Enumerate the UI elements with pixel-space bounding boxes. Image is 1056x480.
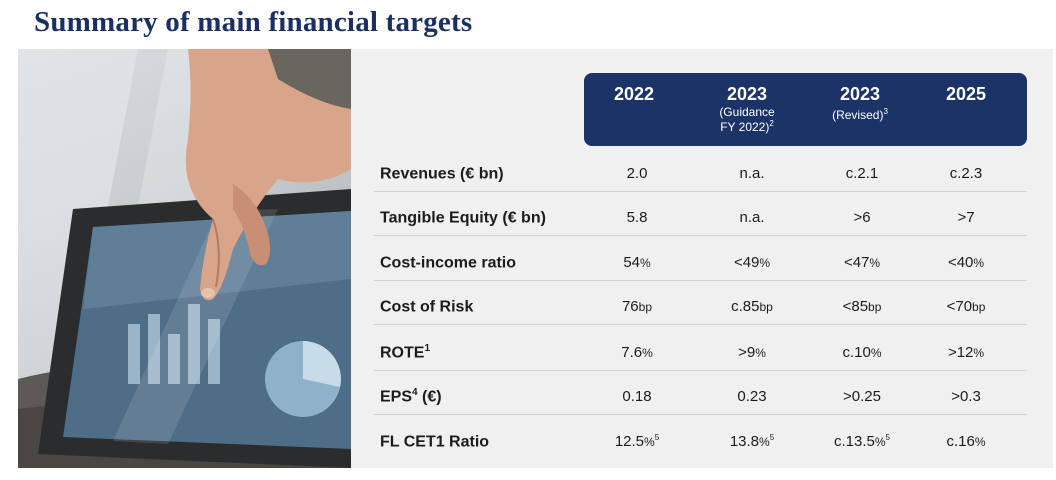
table-cell: c.85bp: [731, 298, 773, 315]
row-label: Tangible Equity (€ bn): [380, 209, 546, 227]
row-label: Revenues (€ bn): [380, 165, 504, 183]
table-cell: >6: [853, 209, 871, 226]
row-divider: [374, 235, 1027, 236]
table-cell: c.2.1: [845, 165, 879, 182]
table-cell: <49%: [733, 254, 771, 271]
table-cell: >12%: [947, 344, 985, 361]
col-head-2023-revised: 2023 (Revised)3: [832, 84, 888, 122]
table-cell: <47%: [843, 254, 881, 271]
row-divider: [374, 191, 1027, 192]
row-divider: [374, 370, 1027, 371]
tablet-photo: [18, 49, 351, 468]
table-row: FL CET1 Ratio 12.5%5 13.8%5 c.13.5%5 c.16%: [374, 415, 1027, 460]
table-row: Revenues (€ bn) 2.0 n.a. c.2.1 c.2.3: [374, 147, 1027, 192]
table-cell: <40%: [947, 254, 985, 271]
table-cell: 0.18: [622, 388, 652, 405]
table-cell: 7.6%: [621, 344, 653, 361]
table-cell: n.a.: [739, 165, 765, 182]
header-band: [584, 73, 1027, 146]
table-cell: 12.5%5: [614, 433, 660, 450]
col-head-2025: 2025: [945, 84, 987, 104]
table-row: Cost of Risk 76bp c.85bp <85bp <70bp: [374, 280, 1027, 325]
table-cell: 5.8: [626, 209, 648, 226]
row-divider: [374, 324, 1027, 325]
row-divider: [374, 280, 1027, 281]
table-cell: 54%: [623, 254, 651, 271]
table-cell: 0.23: [737, 388, 767, 405]
row-label: Cost-income ratio: [380, 254, 517, 272]
col-head-2023-guidance: 2023 (Guidance FY 2022)2: [719, 84, 775, 134]
table-cell: >0.25: [843, 388, 881, 405]
table-cell: >0.3: [951, 388, 981, 405]
row-label: FL CET1 Ratio: [380, 433, 490, 451]
table-cell: c.13.5%5: [834, 433, 890, 450]
table-row: ROTE1 7.6% >9% c.10% >12%: [374, 326, 1027, 371]
table-cell: <70bp: [946, 298, 986, 315]
row-label: Cost of Risk: [380, 298, 474, 316]
page-title: Summary of main financial targets: [34, 6, 473, 38]
row-label: EPS4 (€): [380, 387, 442, 406]
table-cell: c.16%: [946, 433, 986, 450]
row-label: ROTE1: [380, 343, 431, 362]
row-divider: [374, 414, 1027, 415]
table-cell: 2.0: [626, 165, 648, 182]
table-cell: >7: [957, 209, 975, 226]
table-cell: c.10%: [842, 344, 882, 361]
table-cell: n.a.: [739, 209, 765, 226]
table-cell: >9%: [738, 344, 766, 361]
table-row: Tangible Equity (€ bn) 5.8 n.a. >6 >7: [374, 191, 1027, 236]
col-head-2022: 2022: [613, 84, 655, 104]
table-row: Cost-income ratio 54% <49% <47% <40%: [374, 236, 1027, 281]
table-row: EPS4 (€) 0.18 0.23 >0.25 >0.3: [374, 370, 1027, 415]
table-cell: <85bp: [842, 298, 882, 315]
table-cell: 76bp: [621, 298, 653, 315]
table-cell: 13.8%5: [729, 433, 775, 450]
table-cell: c.2.3: [949, 165, 983, 182]
